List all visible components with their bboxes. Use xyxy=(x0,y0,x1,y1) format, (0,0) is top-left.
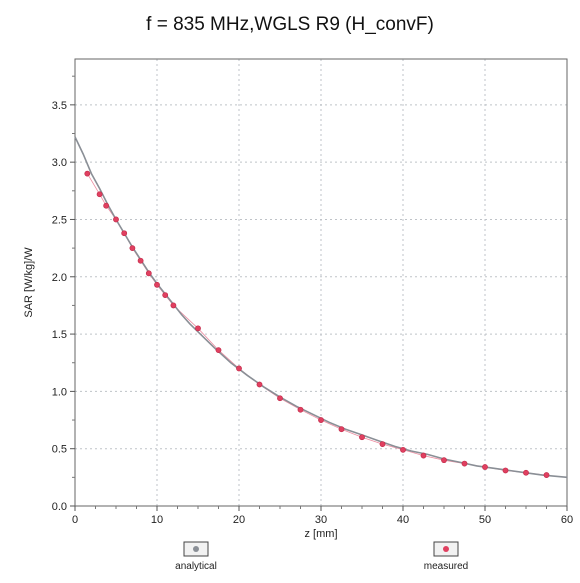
legend-label-analytical: analytical xyxy=(175,561,217,572)
data-point-measured xyxy=(461,460,468,467)
data-point-measured xyxy=(277,395,283,402)
legend-label-measured: measured xyxy=(424,561,468,572)
plot-frame xyxy=(74,58,568,507)
data-point-measured xyxy=(96,191,103,198)
data-point-measured xyxy=(379,441,386,448)
data-point-measured xyxy=(441,457,447,464)
chart-title: f = 835 MHz,WGLS R9 (H_convF) xyxy=(146,14,434,35)
data-point-measured xyxy=(121,230,128,237)
series-layer xyxy=(74,136,568,479)
x-tick-label: 60 xyxy=(561,514,573,526)
data-point-measured xyxy=(297,406,304,413)
data-point-measured xyxy=(145,270,152,277)
data-point-measured xyxy=(137,257,144,264)
data-point-measured xyxy=(482,464,488,470)
x-tick-label: 20 xyxy=(233,514,245,526)
axis-layer: 0 10 20 30 40 50 60 0.0 0.5 1.0 1.5 2.0 2.5 3.0 3.5 xyxy=(52,75,573,526)
data-point-measured xyxy=(338,426,345,433)
data-point-measured xyxy=(420,452,427,459)
data-point-measured xyxy=(400,446,406,453)
y-tick-label: 0.5 xyxy=(52,444,67,456)
x-axis-label: z [mm] xyxy=(305,528,338,540)
data-point-measured xyxy=(543,472,550,478)
data-point-measured xyxy=(129,245,136,252)
x-tick-label: 50 xyxy=(479,514,491,526)
data-point-measured xyxy=(215,347,222,354)
x-tick-label: 40 xyxy=(397,514,409,526)
data-point-measured xyxy=(256,381,263,388)
x-tick-label: 0 xyxy=(72,514,78,526)
data-point-measured xyxy=(154,281,160,288)
data-point-measured xyxy=(170,302,177,309)
data-point-measured xyxy=(523,469,529,476)
legend-marker-analytical xyxy=(193,546,199,552)
data-point-measured xyxy=(103,202,110,209)
data-point-measured xyxy=(502,467,509,474)
grid-layer xyxy=(75,59,567,506)
y-axis-label: SAR [W/kg]/W xyxy=(23,247,35,318)
data-point-measured xyxy=(318,417,324,423)
x-tick-label: 30 xyxy=(315,514,327,526)
y-tick-label: 1.5 xyxy=(52,329,67,341)
data-point-measured xyxy=(236,365,242,372)
y-tick-label: 2.0 xyxy=(52,272,67,284)
legend: analytical measured xyxy=(175,541,468,572)
y-tick-label: 0.0 xyxy=(52,501,67,513)
y-tick-label: 3.5 xyxy=(52,100,67,112)
data-point-measured xyxy=(359,434,365,441)
data-point-measured xyxy=(195,325,201,332)
y-tick-label: 1.0 xyxy=(52,386,67,398)
y-tick-label: 3.0 xyxy=(52,157,67,169)
series-line-measured xyxy=(86,173,547,476)
data-point-measured xyxy=(162,292,169,299)
data-point-measured xyxy=(113,216,119,223)
data-point-measured xyxy=(84,170,91,177)
y-tick-label: 2.5 xyxy=(52,214,67,226)
x-tick-label: 10 xyxy=(151,514,163,526)
series-line-analytical xyxy=(74,136,568,479)
legend-marker-measured xyxy=(443,546,449,552)
